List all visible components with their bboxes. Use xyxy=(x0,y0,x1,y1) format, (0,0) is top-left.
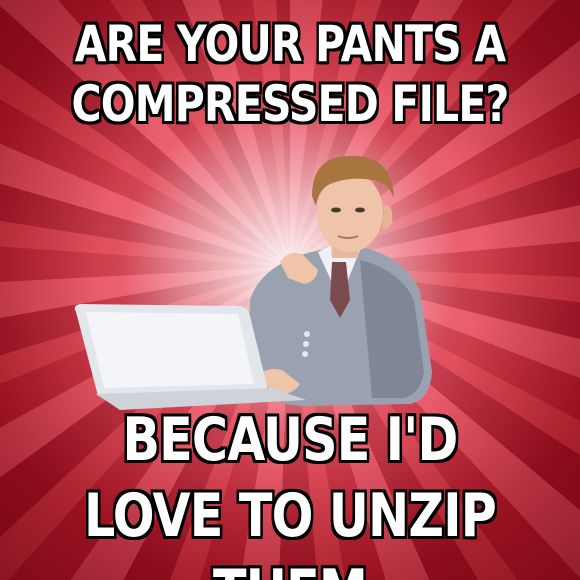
laptop-base xyxy=(96,388,306,410)
raised-arm-sleeve xyxy=(270,280,308,318)
typing-hand xyxy=(258,369,300,395)
eye xyxy=(355,207,365,213)
mouth xyxy=(337,235,359,239)
jacket-button xyxy=(303,341,309,347)
eye xyxy=(331,207,341,213)
laptop-screen-highlight xyxy=(86,312,254,388)
top-caption: ARE YOUR PANTS A COMPRESSED FILE? xyxy=(71,15,510,133)
jacket-button xyxy=(302,351,308,357)
bottom-caption: BECAUSE I'D LOVE TO UNZIP THEM xyxy=(84,405,497,580)
ear xyxy=(382,205,393,230)
jacket-shadow xyxy=(360,260,424,398)
necktie xyxy=(330,262,350,318)
face xyxy=(317,172,383,252)
jacket-button xyxy=(304,331,310,337)
hair xyxy=(312,155,394,206)
raised-hand xyxy=(280,253,318,284)
